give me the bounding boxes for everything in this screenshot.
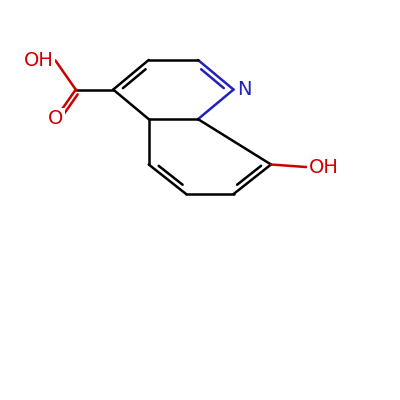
Text: OH: OH	[24, 51, 54, 70]
Text: OH: OH	[308, 158, 338, 176]
Text: O: O	[48, 109, 63, 128]
Text: N: N	[237, 80, 251, 99]
